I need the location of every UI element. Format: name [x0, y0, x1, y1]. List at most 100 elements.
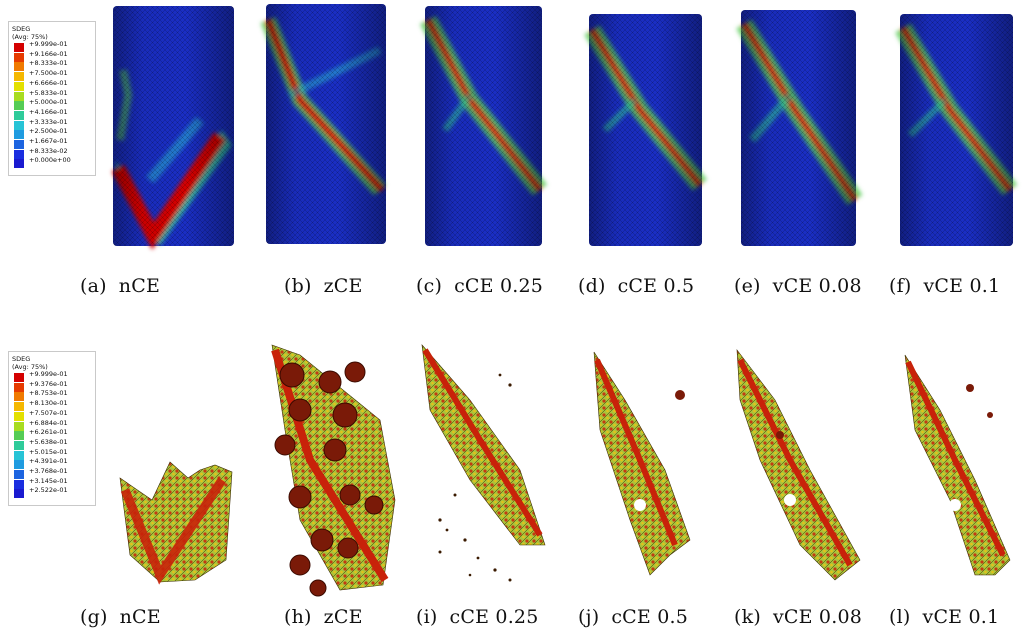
caption-tag: (b) — [284, 275, 312, 297]
caption-tag: (i) — [416, 606, 438, 628]
legend-value: +9.999e-01 — [29, 370, 68, 378]
cylinder-panel-a — [111, 6, 234, 250]
legend-bottom-title: SDEG — [12, 355, 31, 363]
legend-value: +7.507e-01 — [29, 408, 68, 417]
caption-label: cCE 0.25 — [449, 606, 539, 628]
caption-tag: (j) — [578, 606, 600, 628]
legend-swatch — [14, 52, 24, 62]
legend-value: +2.522e-01 — [29, 486, 68, 495]
caption-f: (f) vCE 0.1 — [889, 275, 1000, 297]
legend-swatch — [14, 110, 24, 120]
legend-swatch — [14, 479, 24, 489]
legend-swatch — [14, 460, 24, 470]
caption-label: vCE 0.1 — [922, 606, 1000, 628]
caption-tag: (k) — [734, 606, 761, 628]
cylinder-panel-e — [736, 10, 863, 246]
caption-tag: (l) — [889, 606, 911, 628]
legend-value: +5.833e-01 — [29, 88, 68, 97]
caption-label: cCE 0.5 — [611, 606, 689, 628]
legend-top: SDEG (Avg: 75%) +9.999e-01 +9.166e-01 +8.3… — [8, 21, 96, 176]
fragment-panel-l — [904, 354, 1011, 576]
legend-value: +8.333e-01 — [29, 59, 68, 68]
legend-value: +8.333e-02 — [29, 146, 68, 155]
legend-value: +9.166e-01 — [29, 49, 68, 58]
legend-swatch — [14, 440, 24, 450]
legend-value: +2.500e-01 — [29, 127, 68, 136]
fragment-panel-k — [736, 349, 861, 581]
legend-swatch — [14, 130, 24, 140]
caption-label: nCE — [119, 606, 161, 628]
legend-value: +5.000e-01 — [29, 98, 68, 107]
caption-a: (a) nCE — [80, 275, 160, 297]
legend-swatch — [14, 470, 24, 479]
caption-d: (d) cCE 0.5 — [578, 275, 694, 297]
caption-b: (b) zCE — [284, 275, 363, 297]
legend-top-subtitle: (Avg: 75%) — [12, 33, 48, 41]
legend-value: +8.130e-01 — [29, 399, 68, 408]
fragment-panel-h — [271, 344, 396, 597]
legend-swatch — [14, 62, 24, 72]
caption-e: (e) vCE 0.08 — [734, 275, 862, 297]
cylinder-panel-c — [420, 6, 548, 246]
legend-value: +9.376e-01 — [29, 379, 68, 388]
caption-label: zCE — [323, 275, 363, 297]
caption-c: (c) cCE 0.25 — [416, 275, 543, 297]
legend-swatch — [14, 373, 24, 382]
legend-swatch — [14, 149, 24, 159]
cylinder-panel-d — [584, 14, 708, 246]
legend-swatch — [14, 431, 24, 441]
legend-value: +6.261e-01 — [29, 428, 68, 437]
legend-value: +3.333e-01 — [29, 117, 68, 126]
caption-tag: (h) — [284, 606, 312, 628]
caption-label: cCE 0.25 — [454, 275, 544, 297]
legend-value: +9.999e-01 — [29, 40, 68, 48]
caption-j: (j) cCE 0.5 — [578, 606, 688, 628]
legend-value: +1.667e-01 — [29, 137, 68, 145]
caption-l: (l) vCE 0.1 — [889, 606, 999, 628]
legend-swatch — [14, 392, 24, 402]
legend-swatch — [14, 159, 24, 169]
legend-value: +0.000e+00 — [29, 156, 71, 165]
fragment-panel-j — [593, 351, 691, 576]
legend-swatch — [14, 140, 24, 149]
caption-label: vCE 0.08 — [772, 606, 863, 628]
caption-label: nCE — [118, 275, 161, 297]
caption-label: zCE — [323, 606, 363, 628]
legend-top-title: SDEG — [12, 25, 31, 33]
legend-swatch — [14, 101, 24, 111]
legend-swatch — [14, 43, 24, 52]
caption-tag: (c) — [416, 275, 443, 297]
legend-value: +4.166e-01 — [29, 107, 68, 116]
legend-value: +7.500e-01 — [29, 69, 68, 78]
caption-tag: (g) — [80, 606, 108, 628]
legend-bottom-subtitle: (Avg: 75%) — [12, 363, 48, 371]
caption-h: (h) zCE — [284, 606, 363, 628]
caption-tag: (f) — [889, 275, 912, 297]
legend-value: +3.145e-01 — [29, 476, 68, 485]
caption-g: (g) nCE — [80, 606, 161, 628]
legend-swatch — [14, 489, 24, 499]
caption-label: vCE 0.08 — [772, 275, 862, 297]
fragment-panel-i — [421, 344, 546, 582]
legend-value: +6.666e-01 — [29, 78, 68, 87]
legend-swatch — [14, 120, 24, 130]
legend-swatch — [14, 421, 24, 431]
legend-swatch — [14, 450, 24, 460]
cylinder-panel-f — [895, 14, 1018, 246]
caption-tag: (d) — [578, 275, 606, 297]
legend-value: +5.015e-01 — [29, 447, 68, 456]
caption-k: (k) vCE 0.08 — [734, 606, 862, 628]
legend-value: +4.391e-01 — [29, 457, 68, 466]
legend-swatch — [14, 411, 24, 421]
legend-swatch — [14, 91, 24, 101]
legend-value: +6.884e-01 — [29, 418, 68, 427]
caption-tag: (a) — [80, 275, 107, 297]
legend-value: +5.638e-01 — [29, 437, 68, 446]
fragment-panel-g — [119, 461, 233, 585]
caption-tag: (e) — [734, 275, 761, 297]
caption-label: vCE 0.1 — [923, 275, 1001, 297]
caption-label: cCE 0.5 — [617, 275, 695, 297]
caption-i: (i) cCE 0.25 — [416, 606, 539, 628]
legend-swatch — [14, 382, 24, 392]
